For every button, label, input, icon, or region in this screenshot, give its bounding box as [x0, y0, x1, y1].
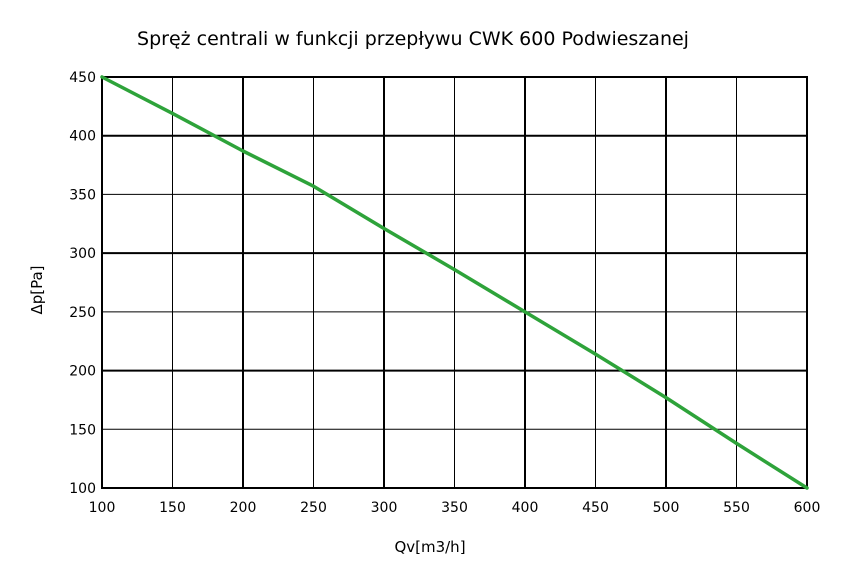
- plot-border: [101, 76, 808, 489]
- data-point-0-6: [523, 310, 527, 314]
- y-tick-label-350: 350: [69, 187, 96, 203]
- x-tick-label-600: 600: [794, 500, 821, 516]
- data-point-0-5: [452, 267, 457, 272]
- data-point-0-7: [593, 352, 598, 356]
- y-tick-label-200: 200: [69, 364, 96, 380]
- y-tick-label-150: 150: [69, 422, 96, 438]
- x-tick-label-250: 250: [300, 500, 327, 516]
- y-tick-label-300: 300: [69, 246, 96, 262]
- x-tick-label-500: 500: [653, 500, 680, 516]
- x-tick-label-400: 400: [512, 500, 539, 516]
- data-point-0-8: [664, 395, 668, 400]
- x-tick-label-350: 350: [441, 500, 468, 516]
- grid: [101, 76, 808, 489]
- data-point-0-0: [100, 75, 104, 79]
- y-tick-label-100: 100: [69, 481, 96, 497]
- data-point-0-10: [805, 486, 809, 490]
- data-point-0-9: [734, 441, 739, 445]
- x-tick-label-300: 300: [371, 500, 398, 516]
- y-tick-label-400: 400: [69, 129, 96, 145]
- data-point-0-4: [382, 226, 386, 231]
- y-tick-label-250: 250: [69, 305, 96, 321]
- chart-title: Spręż centrali w funkcji przepływu CWK 6…: [137, 28, 689, 50]
- data-point-0-3: [311, 184, 316, 188]
- x-tick-label-200: 200: [230, 500, 257, 516]
- y-axis-label: Δp[Pa]: [28, 265, 46, 314]
- x-tick-label-100: 100: [89, 500, 116, 516]
- y-tick-labels: 100 150 200 250 300 350 400 450: [69, 70, 96, 497]
- data-point-0-1: [170, 111, 175, 116]
- x-tick-label-450: 450: [582, 500, 609, 516]
- x-tick-labels: 100 150 200 250 300 350 400 450 500 550 600: [89, 500, 821, 516]
- x-tick-label-550: 550: [723, 500, 750, 516]
- data-point-0-2: [241, 149, 245, 153]
- x-tick-label-150: 150: [159, 500, 186, 516]
- x-axis-label: Qv[m3/h]: [394, 538, 465, 556]
- y-tick-label-450: 450: [69, 70, 96, 86]
- series-layer: [100, 75, 809, 490]
